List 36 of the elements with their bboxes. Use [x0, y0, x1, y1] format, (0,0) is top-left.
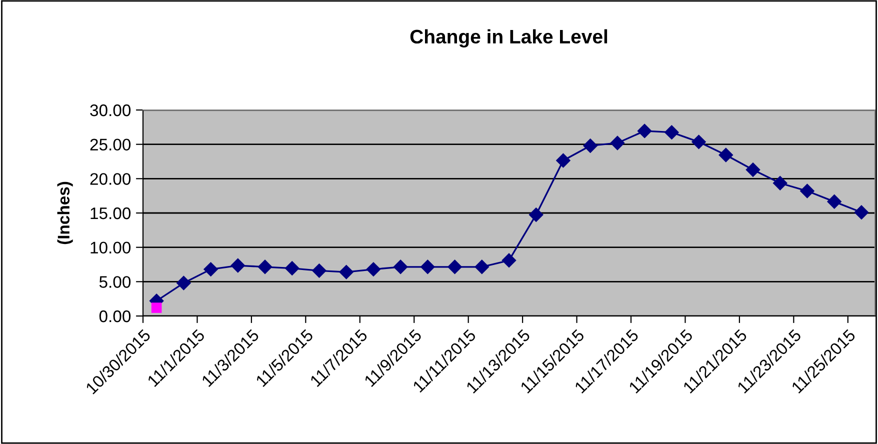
y-axis-title: (Inches) — [57, 182, 73, 244]
point — [610, 136, 625, 150]
point — [420, 260, 435, 274]
point — [285, 261, 300, 276]
point — [718, 148, 733, 162]
point — [474, 260, 489, 274]
point — [773, 176, 788, 190]
point — [637, 124, 652, 138]
point — [312, 264, 326, 278]
point — [692, 134, 706, 150]
y-tick-label: 30.00 — [90, 104, 131, 116]
point — [746, 162, 760, 177]
y-tick-label: 20.00 — [90, 173, 131, 185]
point — [204, 262, 218, 276]
y-tick-label: 25.00 — [90, 138, 131, 151]
point — [529, 208, 544, 222]
point — [583, 138, 598, 153]
y-tick-label: 0.00 — [99, 310, 131, 322]
point — [854, 205, 869, 220]
y-tick-label: 10.00 — [90, 242, 131, 254]
point — [393, 260, 408, 274]
point — [800, 184, 814, 198]
y-tick-label: 15.00 — [90, 207, 131, 220]
chart-title: Change in Lake Level — [410, 29, 608, 48]
point — [176, 276, 191, 290]
point — [502, 253, 516, 268]
point — [556, 153, 570, 168]
point — [151, 302, 162, 313]
y-tick-label: 5.00 — [99, 276, 131, 288]
point — [339, 264, 354, 280]
point — [366, 262, 381, 276]
point — [230, 258, 245, 273]
point — [258, 260, 272, 274]
point — [664, 125, 679, 140]
point — [827, 194, 842, 209]
point — [448, 260, 462, 274]
